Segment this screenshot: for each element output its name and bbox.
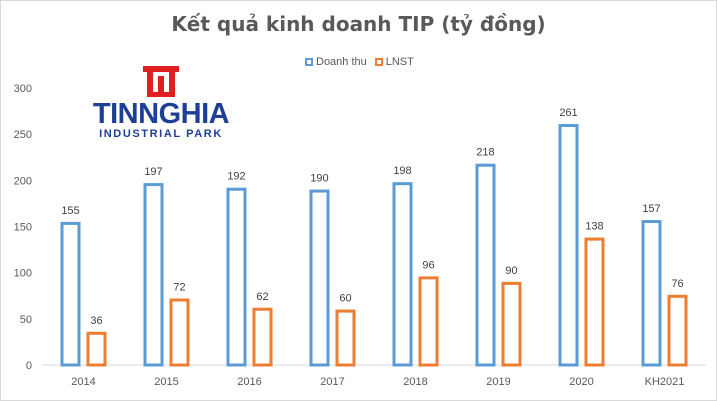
bar-revenue <box>226 187 247 367</box>
data-label-revenue: 197 <box>144 166 162 178</box>
bars <box>60 124 688 367</box>
x-tick-label: 2015 <box>154 376 178 388</box>
data-label-profit: 62 <box>256 291 268 303</box>
x-tick-label: KH2021 <box>645 376 685 388</box>
bar-revenue <box>60 221 81 367</box>
y-tick-label: 200 <box>14 175 32 187</box>
x-tick-label: 2018 <box>403 376 427 388</box>
bar-revenue <box>309 189 330 367</box>
bar-profit <box>335 309 356 367</box>
x-tick-label: 2019 <box>486 376 510 388</box>
y-tick-label: 250 <box>14 129 32 141</box>
logo-subtitle: INDUSTRIAL PARK <box>99 128 223 140</box>
x-tick-label: 2020 <box>569 376 593 388</box>
bar-profit <box>667 294 688 367</box>
data-label-revenue: 261 <box>559 107 577 119</box>
data-label-profit: 96 <box>422 259 434 271</box>
data-label-profit: 72 <box>173 282 185 294</box>
data-label-profit: 76 <box>671 278 683 290</box>
y-tick-label: 50 <box>20 314 32 326</box>
legend-item-revenue: Doanh thu <box>305 56 367 68</box>
logo-name: TINNGHIA <box>92 98 230 130</box>
data-label-profit: 90 <box>505 265 517 277</box>
data-label-revenue: 190 <box>310 173 328 185</box>
bar-profit <box>584 237 605 367</box>
x-tick-label: 2014 <box>71 376 95 388</box>
data-label-profit: 60 <box>339 293 351 305</box>
bar-revenue <box>641 220 662 367</box>
legend-swatch-revenue <box>305 58 313 66</box>
bar-revenue <box>558 124 579 367</box>
bar-profit <box>86 331 107 367</box>
x-tick-label: 2017 <box>320 376 344 388</box>
y-tick-label: 100 <box>14 268 32 280</box>
data-label-profit: 36 <box>90 315 102 327</box>
data-label-profit: 138 <box>585 221 603 233</box>
data-labels: 155 36 197 72 192 62 190 60 198 96 218 90 261 138 157 7… <box>61 107 683 327</box>
data-label-revenue: 157 <box>642 203 660 215</box>
legend-label-profit: LNST <box>385 56 414 68</box>
data-label-revenue: 218 <box>476 147 494 159</box>
chart-title: Kết quả kinh doanh TIP (tỷ đồng) <box>171 12 546 36</box>
bar-profit <box>169 298 190 367</box>
bar-profit <box>252 307 273 367</box>
bar-revenue <box>143 183 164 367</box>
bar-revenue <box>392 182 413 367</box>
bar-profit <box>418 276 439 367</box>
x-axis: 2014 2015 2016 2017 2018 2019 2020 KH2021 <box>42 364 706 388</box>
data-label-revenue: 155 <box>61 205 79 217</box>
bar-revenue <box>475 163 496 367</box>
legend-item-profit: LNST <box>374 56 414 68</box>
legend-swatch-profit <box>374 58 383 66</box>
tinnghia-logo: TINNGHIA INDUSTRIAL PARK <box>78 64 248 144</box>
y-tick-label: 150 <box>14 222 32 234</box>
legend: Doanh thu LNST <box>305 56 414 68</box>
data-label-revenue: 198 <box>393 165 411 177</box>
bar-profit <box>501 281 522 367</box>
y-tick-label: 0 <box>26 360 32 372</box>
x-tick-label: 2016 <box>237 376 261 388</box>
data-label-revenue: 192 <box>227 171 245 183</box>
y-tick-label: 300 <box>14 83 32 95</box>
tinnghia-emblem-icon <box>143 66 179 97</box>
legend-label-revenue: Doanh thu <box>316 56 367 68</box>
y-axis: 0 50 100 150 200 250 300 <box>14 83 32 372</box>
